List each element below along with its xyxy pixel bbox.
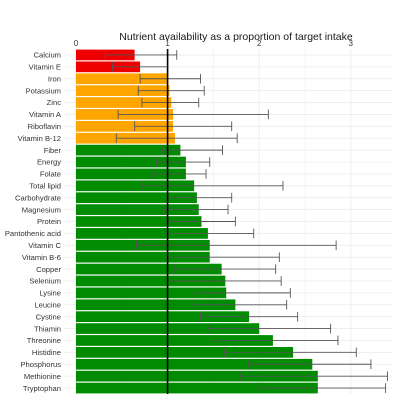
category-label: Protein [37,217,61,226]
bar-riboflavin [75,120,174,132]
bar-fiber [75,144,181,156]
error-bar [194,288,291,298]
error-bar [161,145,223,155]
bar-copper [75,263,222,275]
bar-phosphorus [75,358,313,370]
category-label: Threonine [27,336,61,345]
error-bar [139,73,202,84]
error-bar [165,252,280,263]
bar-vitamin-e [75,61,141,73]
bar-protein [75,216,202,227]
bar-cystine [75,311,250,323]
category-labels: Calcium Vitamin E Iron Potassium Zinc Vitamin… [5,51,62,393]
bar-methionine [75,370,318,382]
bar-energy [75,156,186,168]
category-label: Calcium [34,51,61,60]
category-label: Vitamin C [28,241,61,250]
category-label: Energy [37,158,61,167]
category-label: Tryptophan [23,384,61,393]
error-bar [174,264,277,274]
category-label: Cystine [36,312,61,321]
category-label: Lysine [39,289,61,298]
bar-lysine [75,287,227,299]
category-label: Phosphorus [20,360,61,369]
category-label: Vitamin B-12 [18,134,61,143]
error-bar [134,121,233,132]
x-tick-label: 2 [257,39,262,48]
category-label: Leucine [34,300,61,309]
error-bar [200,311,299,322]
bar-tryptophan [75,382,318,394]
category-label: Folate [40,170,61,179]
category-label: Vitamin A [29,110,62,119]
x-tick-label: 1 [165,39,170,48]
error-bar [165,216,236,227]
category-label: Copper [36,265,61,274]
x-axis-ticks: 0 1 2 3 [74,39,354,48]
category-label: Potassium [26,86,61,95]
x-tick-label: 0 [74,39,79,48]
bar-iron [75,73,168,85]
category-label: Selenium [29,277,61,286]
bar-carbohydrate [75,192,197,204]
error-bar [135,240,337,251]
error-bar [258,383,387,393]
category-label: Histidine [32,348,61,357]
bar-threonine [75,335,273,346]
bar-magnesium [75,204,199,215]
chart-title: Nutrient availability as a proportion of… [119,31,353,43]
category-label: Riboflavin [28,122,61,131]
category-label: Thiamin [34,324,61,333]
category-label: Pantothenic acid [5,229,61,238]
error-bar [207,323,332,334]
category-label: Magnesium [22,205,61,214]
error-bar [115,133,238,144]
error-bar [152,169,207,179]
category-label: Carbohydrate [15,193,61,202]
bar-total-lipid [75,180,195,192]
error-bar [212,335,339,346]
bar-leucine [75,299,236,311]
category-label: Vitamin E [29,63,61,72]
category-label: Methionine [24,372,61,381]
bar-zinc [75,97,172,108]
category-label: Total lipid [29,182,61,191]
error-bar [137,85,205,96]
error-bar [163,204,229,215]
error-bar [117,109,269,120]
error-bar [168,276,282,286]
error-bar [247,359,372,370]
error-bar [156,157,211,167]
bar-pantothenic-acid [75,228,208,239]
category-label: Iron [48,74,61,83]
bar-histidine [75,347,294,358]
category-label: Fiber [44,146,62,155]
error-bar [192,299,288,310]
x-tick-label: 3 [349,39,354,48]
bar-potassium [75,85,170,96]
error-bar [165,228,255,239]
category-label: Vitamin B-6 [22,253,61,262]
error-bar [165,192,233,203]
category-label: Zinc [47,98,62,107]
error-bars [104,50,388,393]
error-bar [141,97,200,108]
bar-selenium [75,275,226,287]
error-bar [104,50,178,60]
error-bar [141,180,284,191]
error-bar [240,371,388,381]
error-bar [223,347,357,358]
bar-folate [75,168,186,180]
bar-vitamin-b-6 [75,251,210,263]
